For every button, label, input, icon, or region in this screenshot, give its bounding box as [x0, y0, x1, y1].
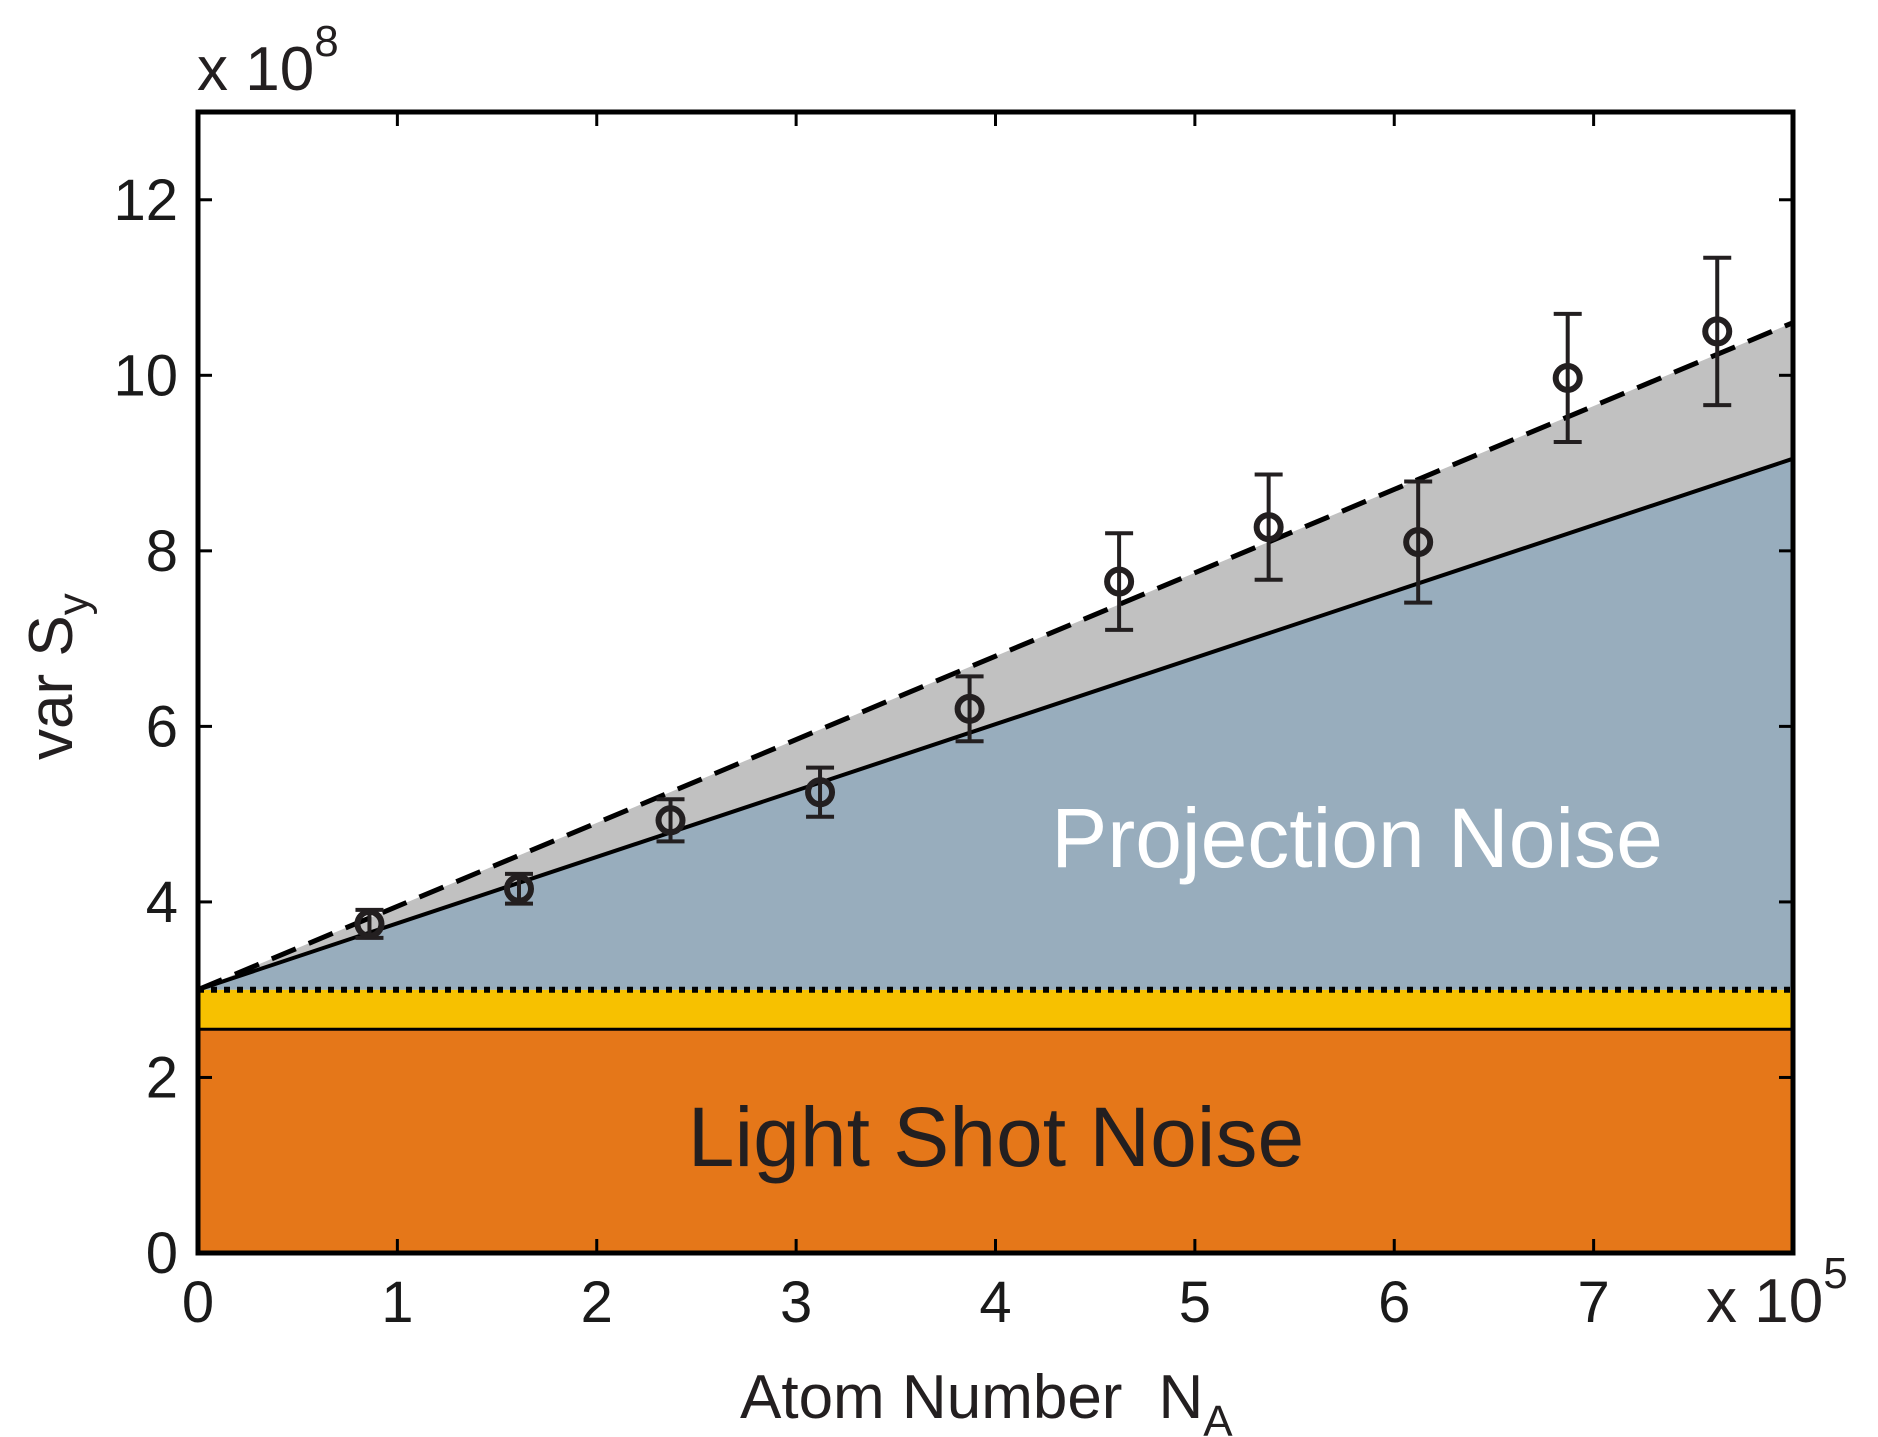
y-axis-label: var Sy: [17, 593, 98, 760]
y-tick-label: 2: [146, 1045, 178, 1110]
dashed-fit-line: [197, 320, 1794, 992]
y-tick-label: 10: [113, 343, 178, 408]
light-shot-noise-band: [198, 1029, 1793, 1253]
fit-lines: [197, 320, 1794, 992]
data-marker: [503, 873, 534, 904]
light-shot-noise-label: Light Shot Noise: [688, 1090, 1304, 1184]
y-axis-multiplier: x 108: [197, 17, 339, 104]
x-tick-label: 6: [1378, 1270, 1410, 1335]
x-tick-label: 3: [780, 1270, 812, 1335]
data-point: [1403, 479, 1434, 605]
data-point: [1104, 531, 1135, 632]
data-marker: [1253, 512, 1284, 543]
data-marker: [1403, 527, 1434, 558]
x-tick-label: 2: [581, 1270, 613, 1335]
y-tick-label: 12: [113, 168, 178, 233]
x-axis-label: Atom Number NA: [740, 1363, 1233, 1437]
data-point: [1702, 255, 1733, 408]
y-ticks: 0 2 4 6 8 10 12: [113, 168, 1793, 1286]
y-tick-label: 8: [146, 519, 178, 584]
data-point: [1552, 311, 1583, 445]
data-point: [655, 797, 686, 844]
data-point: [954, 674, 985, 744]
x-tick-label: 0: [182, 1270, 214, 1335]
y-tick-label: 4: [146, 870, 178, 935]
x-tick-label: 7: [1577, 1270, 1609, 1335]
noise-region-labels: Light Shot Noise Projection Noise: [688, 791, 1663, 1184]
data-marker: [354, 908, 385, 939]
projection-noise-label: Projection Noise: [1051, 791, 1663, 885]
data-points: [354, 255, 1733, 940]
data-point: [354, 907, 385, 940]
data-marker: [805, 777, 836, 808]
data-marker: [1702, 316, 1733, 347]
data-point: [1253, 472, 1284, 582]
data-marker: [1104, 566, 1135, 597]
data-marker: [1552, 362, 1583, 393]
data-point: [503, 871, 534, 906]
x-tick-label: 1: [381, 1270, 413, 1335]
technical-noise-band: [198, 989, 1793, 1030]
y-tick-label: 0: [146, 1221, 178, 1286]
x-axis-multiplier: x 105: [1706, 1249, 1848, 1336]
x-ticks: 0 1 2 3 4 5 6 7: [182, 112, 1610, 1335]
data-point: [805, 765, 836, 819]
data-marker: [655, 805, 686, 836]
solid-fit-line: [197, 456, 1794, 992]
data-marker: [954, 693, 985, 724]
x-tick-label: 5: [1179, 1270, 1211, 1335]
x-tick-label: 4: [979, 1270, 1011, 1335]
y-tick-label: 6: [146, 694, 178, 759]
